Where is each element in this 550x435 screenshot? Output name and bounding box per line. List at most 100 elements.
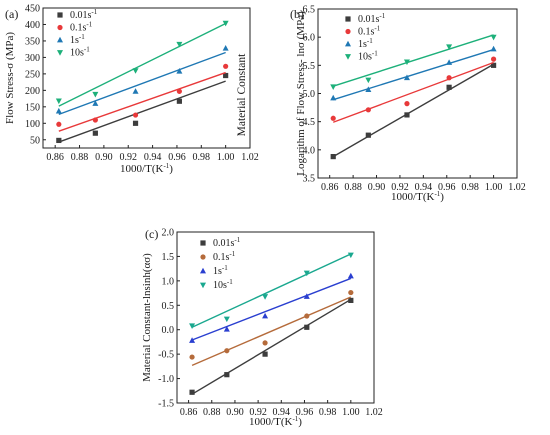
- legend-entry: 1s-1: [358, 37, 373, 50]
- y-tick-label: 6.0: [303, 33, 316, 44]
- data-point: [262, 351, 268, 357]
- data-point: [223, 72, 229, 79]
- plot-frame: [176, 231, 375, 404]
- x-tick-label: 0.96: [168, 152, 186, 163]
- data-point: [132, 88, 139, 94]
- y-tick-label: 50: [30, 135, 40, 146]
- x-tick-label: 0.94: [415, 182, 433, 193]
- series-1: [189, 297, 354, 395]
- y-tick-label: 1.5: [162, 252, 175, 263]
- series-4: [330, 34, 497, 90]
- y-tick-label: -1.0: [158, 374, 174, 385]
- data-point: [222, 44, 229, 51]
- y-tick-label: 5.5: [303, 61, 316, 72]
- series-3: [330, 45, 497, 101]
- y-axis-label: Material Constant-lnsinh(ασ): [141, 253, 153, 382]
- fit-line: [333, 34, 494, 87]
- data-point: [92, 91, 99, 98]
- data-point: [330, 94, 337, 101]
- legend-entry: 0.1s-1: [70, 21, 93, 34]
- data-point: [365, 107, 371, 113]
- x-tick-label: 0.92: [119, 152, 137, 163]
- data-point: [262, 340, 268, 346]
- data-point: [330, 84, 337, 90]
- fit-line: [58, 71, 226, 132]
- x-tick-label: 0.88: [203, 407, 221, 418]
- x-tick-label: 0.86: [321, 182, 339, 193]
- y-tick-label: -0.5: [158, 350, 174, 361]
- data-point: [92, 117, 98, 123]
- x-tick-label: 0.98: [319, 407, 337, 418]
- data-point: [490, 45, 497, 52]
- series-4: [189, 252, 354, 330]
- legend-marker: [345, 40, 351, 47]
- data-point: [347, 272, 354, 279]
- legend-marker: [57, 24, 63, 31]
- fit-line: [191, 277, 352, 341]
- data-point: [56, 137, 62, 144]
- data-point: [176, 88, 182, 94]
- x-tick-label: 0.86: [46, 152, 64, 163]
- y-tick-label: -1.5: [158, 399, 174, 410]
- legend-marker: [345, 16, 351, 22]
- series-2: [56, 63, 229, 132]
- data-point: [303, 293, 310, 299]
- y-tick-label: 0.0: [162, 325, 175, 336]
- legend-entry: 10s-1: [358, 50, 378, 63]
- y-axis-label: Logarithm of Flow Stress- lnσ (MPa): [295, 11, 307, 176]
- y-tick-label: 4.5: [303, 117, 316, 128]
- fit-line: [58, 51, 226, 116]
- x-tick-label: 0.96: [296, 407, 314, 418]
- series-2: [189, 289, 354, 367]
- data-point: [224, 372, 230, 378]
- x-tick-label: 0.98: [193, 152, 211, 163]
- panel-label: (b): [290, 7, 304, 21]
- x-tick-label: 0.94: [273, 407, 291, 418]
- plot-frame: [42, 7, 251, 149]
- data-point: [330, 153, 336, 160]
- legend-marker: [57, 50, 63, 56]
- legend-entry: 0.1s-1: [213, 250, 236, 263]
- legend-entry: 0.01s-1: [213, 236, 241, 249]
- legend-marker: [200, 254, 206, 260]
- material-constant-label: Material Constant: [236, 53, 248, 137]
- y-tick-label: 2.0: [162, 228, 175, 239]
- legend-marker: [57, 12, 63, 18]
- data-point: [303, 270, 310, 277]
- fit-line: [332, 61, 494, 123]
- panel-label: (c): [145, 227, 158, 241]
- x-tick-label: 0.92: [391, 182, 409, 193]
- data-point: [224, 348, 230, 354]
- data-point: [132, 68, 139, 74]
- legend-entry: 1s-1: [213, 264, 228, 277]
- legend-marker: [345, 28, 351, 35]
- data-point: [189, 354, 195, 360]
- y-tick-label: 4.0: [303, 145, 316, 156]
- data-point: [490, 34, 497, 41]
- x-tick-label: 1.02: [365, 407, 383, 418]
- data-point: [403, 74, 410, 81]
- y-tick-label: 5.0: [303, 89, 316, 100]
- x-tick-label: 0.88: [344, 182, 362, 193]
- data-point: [365, 86, 372, 92]
- data-point: [304, 313, 310, 319]
- series-2: [330, 56, 497, 123]
- data-point: [446, 59, 453, 65]
- data-point: [132, 112, 139, 118]
- y-tick-label: 3.5: [303, 174, 316, 185]
- fit-line: [58, 22, 226, 107]
- plot-frame: [317, 8, 518, 179]
- data-point: [223, 326, 230, 332]
- x-tick-label: 1.00: [217, 152, 235, 163]
- x-axis-label: 1000/T(K-1): [249, 415, 302, 428]
- x-tick-label: 0.90: [95, 152, 113, 163]
- y-tick-label: 450: [25, 4, 40, 15]
- data-point: [404, 101, 410, 107]
- data-point: [223, 63, 229, 69]
- series-4: [55, 20, 229, 107]
- y-tick-label: 400: [25, 20, 40, 31]
- y-tick-label: 150: [25, 102, 40, 113]
- data-point: [222, 20, 229, 27]
- x-tick-label: 0.94: [144, 152, 162, 163]
